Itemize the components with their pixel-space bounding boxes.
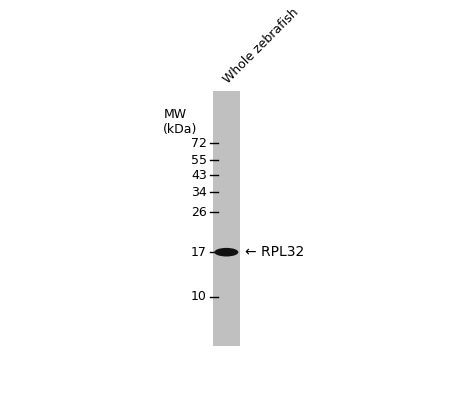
- Bar: [213, 91, 240, 346]
- Text: 72: 72: [191, 136, 207, 150]
- Text: 55: 55: [191, 154, 207, 166]
- Ellipse shape: [214, 248, 238, 257]
- Text: Whole zebrafish: Whole zebrafish: [221, 6, 301, 86]
- Text: MW
(kDa): MW (kDa): [163, 108, 198, 136]
- Text: 34: 34: [191, 186, 207, 199]
- Text: 10: 10: [191, 290, 207, 303]
- Text: 43: 43: [191, 169, 207, 182]
- Text: ← RPL32: ← RPL32: [245, 245, 304, 259]
- Text: 26: 26: [191, 206, 207, 219]
- Text: 17: 17: [191, 246, 207, 259]
